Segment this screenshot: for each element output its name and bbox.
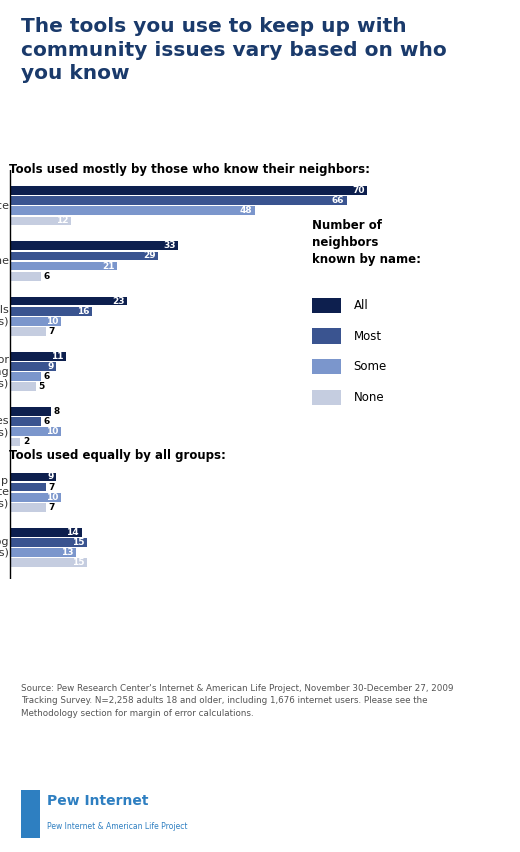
Text: Read a community blog
(among internet users): Read a community blog (among internet us… xyxy=(0,537,9,558)
Bar xyxy=(10,558,87,567)
Text: 8: 8 xyxy=(54,407,60,416)
Text: Join a community group
on a social network site
(among SNS users): Join a community group on a social netwo… xyxy=(0,475,9,509)
Bar xyxy=(10,196,347,205)
Text: Talk face-to-face: Talk face-to-face xyxy=(0,201,9,210)
Text: 15: 15 xyxy=(72,558,84,567)
Bar xyxy=(21,790,40,838)
Bar xyxy=(10,492,61,502)
Text: 29: 29 xyxy=(143,251,155,261)
Text: Pew Internet: Pew Internet xyxy=(47,793,149,808)
Text: None: None xyxy=(354,391,384,404)
Text: 16: 16 xyxy=(77,307,89,316)
Bar xyxy=(10,362,56,371)
Text: Tools used mostly by those who know their neighbors:: Tools used mostly by those who know thei… xyxy=(9,163,370,176)
Bar xyxy=(10,307,92,315)
Bar xyxy=(10,438,20,446)
Text: Exchange emails
(among email users): Exchange emails (among email users) xyxy=(0,306,9,327)
Text: 9: 9 xyxy=(47,473,54,481)
Bar xyxy=(10,372,41,381)
Text: Pew Internet & American Life Project: Pew Internet & American Life Project xyxy=(47,822,188,832)
Text: 7: 7 xyxy=(48,482,55,492)
Bar xyxy=(10,473,56,481)
Text: 2: 2 xyxy=(23,437,29,446)
Bar xyxy=(10,483,46,492)
Bar xyxy=(10,317,61,325)
Bar xyxy=(10,528,82,537)
Bar xyxy=(10,428,61,436)
Text: Exchange text messages
(among texters): Exchange text messages (among texters) xyxy=(0,416,9,438)
Text: 33: 33 xyxy=(163,241,176,250)
Text: Email list, listserv or
online forum (among
internet users): Email list, listserv or online forum (am… xyxy=(0,355,9,389)
Bar xyxy=(10,383,36,391)
Text: All: All xyxy=(354,299,368,312)
Text: 10: 10 xyxy=(46,492,59,502)
Text: 9: 9 xyxy=(47,362,54,371)
Bar xyxy=(10,538,87,547)
Text: 70: 70 xyxy=(352,186,365,195)
Bar xyxy=(10,417,41,426)
Bar xyxy=(10,251,158,261)
Text: 6: 6 xyxy=(43,372,49,381)
Text: 14: 14 xyxy=(67,527,79,537)
Text: 13: 13 xyxy=(61,548,74,557)
Bar xyxy=(10,241,178,250)
Text: Tools used equally by all groups:: Tools used equally by all groups: xyxy=(9,449,226,462)
Bar xyxy=(10,548,76,557)
Text: 48: 48 xyxy=(240,206,252,216)
Text: 7: 7 xyxy=(48,503,55,512)
Text: 66: 66 xyxy=(332,196,344,205)
Text: 6: 6 xyxy=(43,417,49,426)
Bar xyxy=(10,407,51,416)
Text: 5: 5 xyxy=(38,383,45,391)
Bar xyxy=(10,352,66,360)
Text: The tools you use to keep up with
community issues vary based on who
you know: The tools you use to keep up with commun… xyxy=(21,17,447,83)
Bar xyxy=(10,327,46,336)
Text: Some: Some xyxy=(354,360,387,373)
Text: 12: 12 xyxy=(56,216,69,226)
Text: 7: 7 xyxy=(48,327,55,336)
Text: 23: 23 xyxy=(112,296,125,306)
FancyBboxPatch shape xyxy=(312,359,341,375)
Bar xyxy=(10,262,117,270)
Bar xyxy=(10,206,255,216)
Text: Number of
neighbors
known by name:: Number of neighbors known by name: xyxy=(312,220,421,267)
Text: 6: 6 xyxy=(43,272,49,280)
FancyBboxPatch shape xyxy=(312,389,341,406)
FancyBboxPatch shape xyxy=(312,328,341,344)
Bar xyxy=(10,216,71,225)
Bar xyxy=(10,296,127,306)
Text: 10: 10 xyxy=(46,428,59,436)
Bar xyxy=(10,272,41,280)
Bar xyxy=(10,503,46,512)
FancyBboxPatch shape xyxy=(312,297,341,314)
Text: Source: Pew Research Center's Internet & American Life Project, November 30-Dece: Source: Pew Research Center's Internet &… xyxy=(21,683,453,717)
Text: 11: 11 xyxy=(51,352,64,361)
Text: Talk on the phone: Talk on the phone xyxy=(0,256,9,266)
Text: 21: 21 xyxy=(102,262,115,271)
Bar xyxy=(10,187,367,195)
Text: Most: Most xyxy=(354,330,382,343)
Text: 10: 10 xyxy=(46,317,59,325)
Text: 15: 15 xyxy=(72,538,84,547)
